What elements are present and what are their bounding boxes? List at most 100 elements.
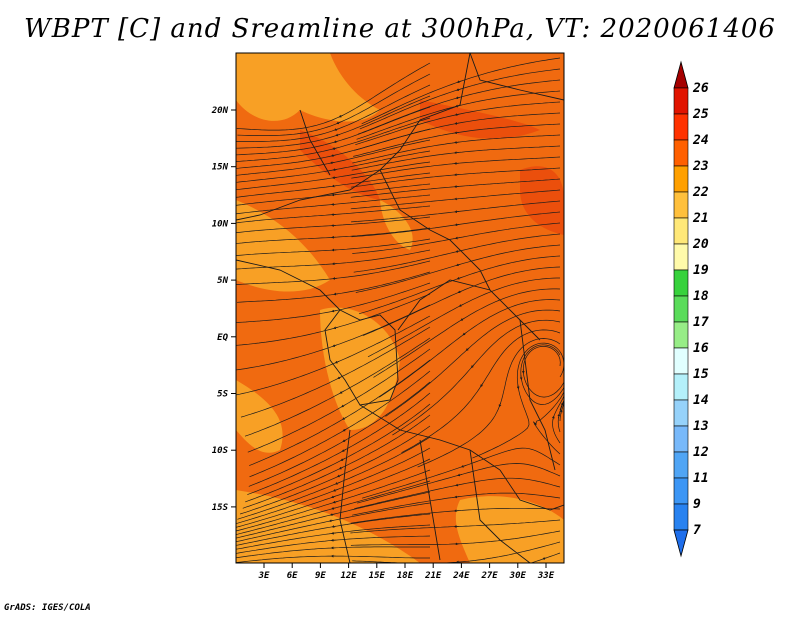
streamline-arrow [470, 364, 475, 369]
colorbar-cell [673, 503, 689, 531]
streamline-arrow [332, 500, 338, 504]
streamline-arrow [455, 249, 461, 253]
colorbar-level-label: 23 [692, 159, 709, 174]
lat-tick-label: 15N [212, 163, 229, 173]
streamline-arrow [329, 513, 335, 516]
colorbar-level-label: 17 [693, 315, 709, 330]
lon-tick-label: 27E [480, 571, 498, 581]
colorbar-level-label: 18 [693, 289, 709, 304]
colorbar-level-label: 26 [692, 81, 709, 96]
streamline-arrow [339, 390, 344, 394]
colorbar-cell [673, 477, 689, 505]
colorbar-level-label: 13 [693, 419, 709, 434]
lon-tick-label: 30E [509, 571, 527, 581]
colorbar-level-label: 11 [693, 471, 709, 486]
streamline-arrow [341, 449, 347, 452]
country-border [419, 439, 441, 561]
streamline-arrow [338, 114, 344, 118]
warm-patch [520, 166, 564, 235]
lat-tick-label: EQ [217, 333, 228, 343]
latitude-axis: 20N 15N 10N 5N EQ 5S 10S 15S [211, 106, 236, 513]
streamline-arrow [336, 474, 342, 478]
colorbar-bottom-triangle [673, 529, 689, 558]
streamline-arrow [455, 88, 461, 92]
streamline-arrow [338, 466, 344, 470]
streamline-arrow [454, 223, 460, 227]
streamline-arrow [331, 147, 337, 150]
colorbar-cell [673, 113, 689, 141]
streamline-arrow [329, 161, 335, 165]
lon-tick-label: 3E [258, 571, 270, 581]
country-border [299, 109, 331, 176]
streamline-arrow [456, 80, 462, 84]
streamline-arrow [455, 96, 461, 100]
country-border [359, 404, 501, 471]
colorbar-cell [673, 243, 689, 271]
streamline-arrow [342, 439, 347, 442]
colorbar-level-label: 7 [693, 523, 701, 538]
streamline-arrow [498, 402, 502, 408]
colorbar-cell [673, 347, 689, 375]
streamline-arrow [333, 128, 339, 131]
lon-tick-label: 15E [369, 571, 386, 581]
streamline-arrow [460, 317, 465, 321]
streamline-arrow [454, 113, 460, 116]
colorbar-level-label: 21 [692, 211, 709, 226]
streamline-arrow [559, 409, 563, 415]
streamline-arrow [454, 122, 460, 125]
streamline-arrow [331, 176, 337, 179]
chart-title: WBPT [C] and Sreamline at 300hPa, VT: 20… [24, 14, 776, 44]
streamline-arrow [458, 304, 464, 307]
lat-tick-label: 5N [217, 276, 228, 286]
cool-patch [236, 380, 283, 453]
colorbar-level-label: 24 [692, 133, 709, 148]
cool-patch [236, 200, 330, 292]
cool-patch [380, 200, 413, 250]
lon-tick-label: 18E [397, 571, 414, 581]
colorbar-top-triangle [673, 60, 689, 89]
streamline-arrow [456, 276, 462, 280]
streamline-arrow [460, 464, 466, 468]
colorbar-level-label: 9 [693, 497, 701, 512]
country-border [379, 169, 491, 291]
country-border [324, 309, 399, 406]
streamline-arrow [336, 121, 341, 125]
lat-tick-label: 15S [212, 503, 229, 513]
streamline-arrow [335, 133, 340, 137]
colorbar-cell [673, 451, 689, 479]
cool-patch [455, 496, 564, 563]
streamline-arrow [457, 290, 463, 294]
colorbar-level-label: 14 [693, 393, 709, 408]
streamline-arrow [340, 404, 346, 408]
colorbar-cell [673, 399, 689, 427]
longitude-axis: 3E 6E 9E 12E 15E 18E 21E 24E 27E 30E 33E [258, 563, 555, 581]
streamline-arrow [454, 236, 460, 240]
colorbar-level-label: 19 [693, 263, 709, 278]
colorbar-level-label: 20 [692, 237, 709, 252]
colorbar-cell [673, 425, 689, 453]
streamline-arrow [480, 382, 484, 388]
streamline-arrow [330, 154, 336, 157]
colorbar-cell [673, 217, 689, 245]
streamline-arrow [333, 140, 339, 144]
streamline-arrow [328, 519, 334, 523]
map-field [236, 53, 564, 563]
streamline-arrow [454, 104, 460, 108]
lon-tick-label: 21E [424, 571, 442, 581]
streamline-arrow [331, 525, 337, 528]
streamline-arrow [465, 347, 470, 352]
streamline-arrow [331, 309, 337, 313]
colorbar-cell [673, 269, 689, 297]
lat-tick-label: 10S [212, 446, 229, 456]
lon-tick-label: 33E [537, 571, 555, 581]
colorbar-cell [673, 165, 689, 193]
country-border [236, 259, 341, 311]
lon-tick-label: 12E [340, 571, 357, 581]
colorbar-level-label: 12 [693, 445, 709, 460]
colorbar-level-label: 22 [692, 185, 709, 200]
colorbar-cell [673, 87, 689, 115]
colorbar-cell [673, 321, 689, 349]
streamline-arrow [342, 416, 347, 420]
